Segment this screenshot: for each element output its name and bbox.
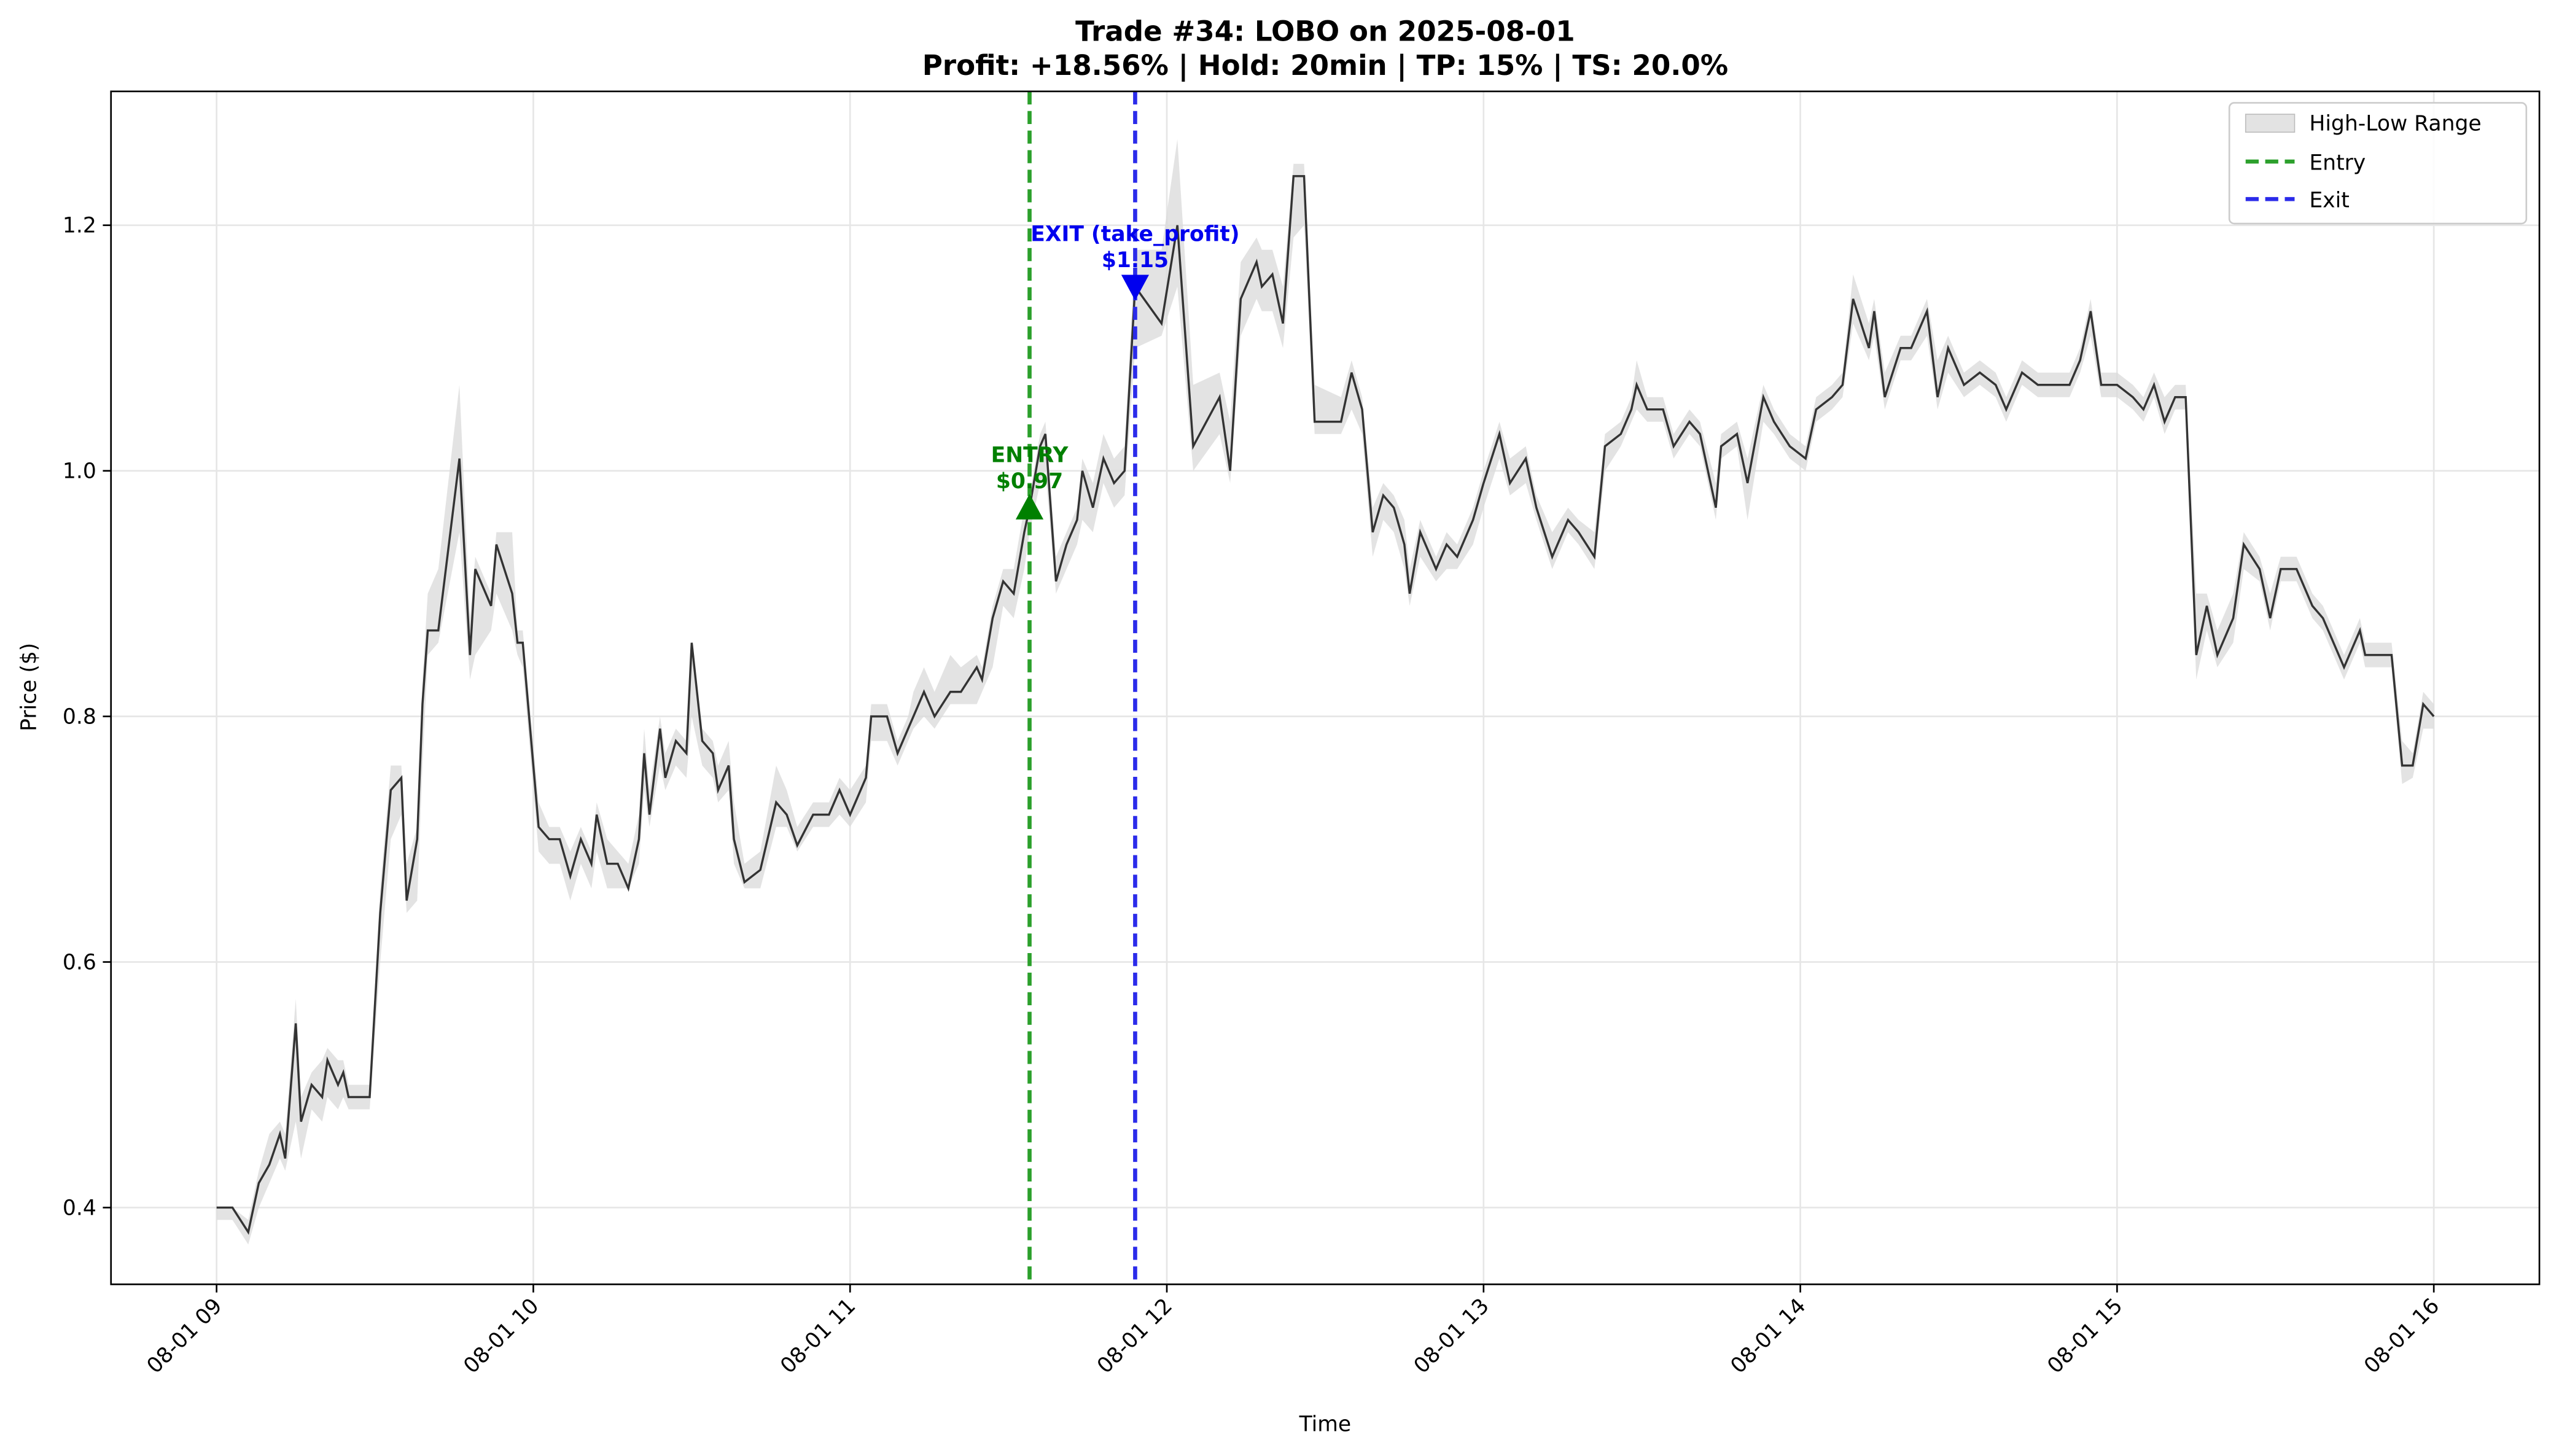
legend: High-Low Range Entry Exit <box>2228 102 2528 225</box>
x-tick-label: 08-01 14 <box>1726 1294 1811 1379</box>
y-tick-label: 1.2 <box>63 214 96 238</box>
x-tick-label: 08-01 12 <box>1093 1294 1177 1379</box>
legend-label: Exit <box>2309 188 2349 212</box>
marker-symbol <box>1015 494 1044 520</box>
x-tick-label: 08-01 10 <box>459 1294 543 1379</box>
x-tick-label: 08-01 09 <box>142 1294 227 1379</box>
y-tick-label: 1.0 <box>63 459 96 484</box>
y-tick-label: 0.6 <box>63 950 96 975</box>
legend-swatch <box>2245 114 2296 133</box>
chart-title: Trade #34: LOBO on 2025-08-01 <box>1075 15 1575 47</box>
y-tick-label: 0.8 <box>63 705 96 730</box>
marker-symbol <box>1121 274 1150 301</box>
marker-price: $0.97 <box>996 469 1063 494</box>
x-tick-label: 08-01 16 <box>2359 1294 2444 1379</box>
marker-price: $1.15 <box>1102 248 1169 273</box>
x-tick-label: 08-01 11 <box>776 1294 860 1379</box>
y-axis-label: Price ($) <box>17 643 42 731</box>
high-low-band <box>216 139 2434 1245</box>
x-tick-label: 08-01 13 <box>1409 1294 1494 1379</box>
plot-frame <box>110 90 2541 1285</box>
x-tick-label: 08-01 15 <box>2043 1294 2127 1379</box>
price-line <box>216 175 2435 1235</box>
marker-label: EXIT (take_profit) <box>1030 222 1239 246</box>
legend-frame <box>2228 102 2528 225</box>
marker-label: ENTRY <box>991 443 1069 467</box>
y-tick-label: 0.4 <box>63 1196 96 1220</box>
legend-label: Entry <box>2309 150 2366 175</box>
legend-label: High-Low Range <box>2309 112 2481 136</box>
chart-subtitle: Profit: +18.56% | Hold: 20min | TP: 15% … <box>922 49 1728 82</box>
x-axis-label: Time <box>1299 1412 1352 1437</box>
